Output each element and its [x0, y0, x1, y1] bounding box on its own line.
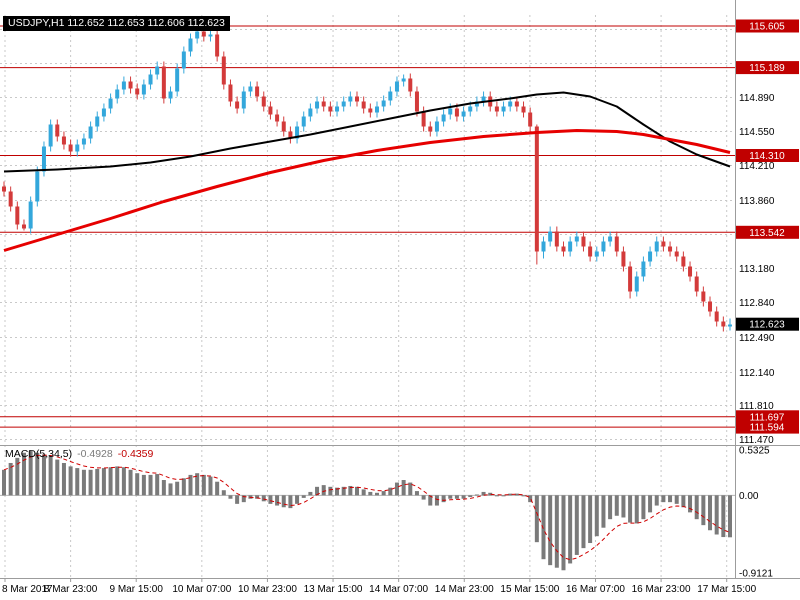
- grid-layer: [0, 15, 735, 578]
- price-level-badge-label: 111.697: [750, 412, 785, 423]
- price-tick-label: 112.140: [739, 368, 775, 379]
- chart-info-label: USDJPY,H1 112.652 112.653 112.606 112.62…: [3, 16, 230, 31]
- time-axis-label: 10 Mar 23:00: [238, 584, 297, 595]
- macd-signal-value: -0.4359: [117, 448, 154, 460]
- macd-histogram: [2, 451, 732, 571]
- time-axis-label: 16 Mar 07:00: [566, 584, 625, 595]
- candles-layer: [2, 26, 732, 332]
- time-axis-label: 9 Mar 15:00: [110, 584, 164, 595]
- macd-scale-label: -0.9121: [739, 569, 773, 580]
- price-tick-label: 111.470: [739, 435, 774, 446]
- price-level-badge-label: 115.605: [749, 22, 785, 33]
- price-level-badge-label: 114.310: [749, 151, 785, 162]
- price-level-badge-label: 113.542: [749, 228, 785, 239]
- current-price-badge-label: 112.623: [749, 320, 785, 331]
- ma-black-line: [3, 91, 731, 173]
- time-axis-label: 14 Mar 23:00: [435, 584, 494, 595]
- price-level-badge: [736, 225, 799, 239]
- time-axis-label: 8 Mar 23:00: [44, 584, 98, 595]
- levels-layer: [0, 25, 735, 428]
- price-tick-label: 113.180: [739, 264, 775, 275]
- ma-red-line: [3, 129, 731, 252]
- price-tick-label: 111.810: [739, 401, 774, 412]
- time-axis-label: 13 Mar 15:00: [304, 584, 363, 595]
- price-level-badge-label: 111.594: [750, 423, 785, 434]
- macd-scale-label: 0.00: [739, 491, 759, 502]
- time-axis-label: 15 Mar 15:00: [500, 584, 559, 595]
- price-tick-label: 114.890: [739, 93, 775, 104]
- current-price-badge: [736, 317, 799, 331]
- macd-main-value: -0.4928: [77, 448, 113, 460]
- macd-signal-line: [3, 454, 731, 561]
- price-level-badge: [736, 149, 799, 162]
- price-axis[interactable]: 114.890 114.550 114.210 113.860 113.180 112.8…: [736, 19, 799, 580]
- macd-scale-label: 0.5325: [739, 446, 770, 457]
- time-axis-label: 16 Mar 23:00: [632, 584, 691, 595]
- price-level-badge: [736, 420, 799, 434]
- price-tick-label: 112.490: [739, 333, 775, 344]
- price-tick-label: 112.840: [739, 298, 775, 309]
- price-level-badge: [736, 61, 799, 75]
- price-tick-label: 114.550: [739, 127, 775, 138]
- price-tick-label: 114.210: [739, 161, 775, 172]
- macd-name: MACD(5,34,5): [5, 448, 73, 460]
- time-axis-label: 17 Mar 15:00: [697, 584, 756, 595]
- pane-borders: [0, 0, 800, 579]
- time-axis-label: 10 Mar 07:00: [172, 584, 231, 595]
- time-axis-label: 14 Mar 07:00: [369, 584, 428, 595]
- price-tick-label: 113.860: [739, 196, 775, 207]
- macd-indicator-label: MACD(5,34,5) -0.4928 -0.4359: [5, 448, 158, 460]
- price-level-badge: [736, 410, 799, 424]
- price-level-badge: [736, 19, 799, 33]
- time-axis-label: 8 Mar 2017: [2, 584, 53, 595]
- price-level-badge-label: 115.189: [749, 63, 785, 74]
